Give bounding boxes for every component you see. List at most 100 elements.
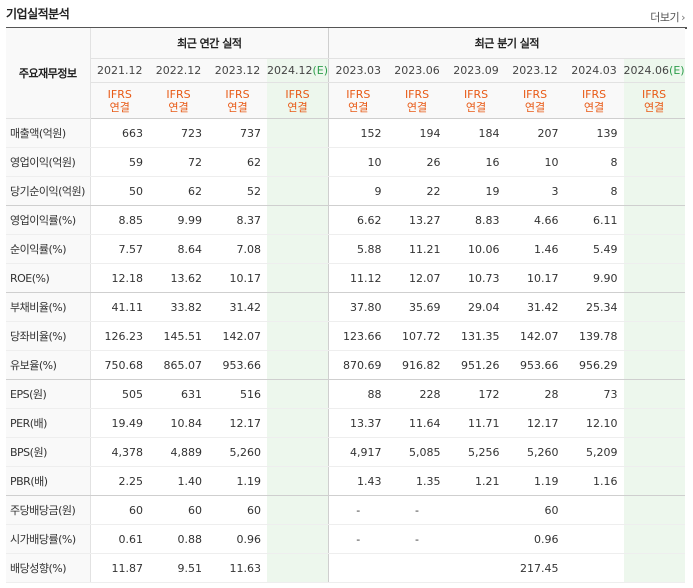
- value-cell: 737: [208, 118, 267, 148]
- value-cell: 60: [208, 495, 267, 525]
- period-label: 2023.03: [335, 64, 382, 77]
- value-cell: 37.80: [328, 292, 388, 322]
- value-cell: 123.66: [328, 321, 388, 351]
- value-cell: 29.04: [446, 292, 506, 322]
- value-cell: 172: [446, 379, 506, 409]
- value-cell: [623, 118, 685, 148]
- value-cell: 750.68: [90, 350, 149, 380]
- value-cell: 8: [564, 176, 624, 206]
- value-cell: 12.07: [387, 263, 447, 293]
- value-cell: 13.37: [328, 408, 388, 438]
- row-label: 부채비율(%): [6, 292, 91, 322]
- value-cell: -: [328, 495, 388, 525]
- value-cell: [623, 234, 685, 264]
- value-cell: 62: [149, 176, 208, 206]
- period-label: 2021.12: [97, 64, 143, 77]
- period-header: 2024.03: [564, 58, 624, 83]
- value-cell: 62: [208, 147, 267, 177]
- value-cell: 953.66: [208, 350, 267, 380]
- value-cell: [267, 408, 330, 438]
- value-cell: 1.35: [387, 466, 447, 496]
- row-label: 배당성향(%): [6, 553, 91, 583]
- value-cell: 10: [328, 147, 388, 177]
- period-label: 2023.06: [394, 64, 440, 77]
- value-cell: [446, 495, 506, 525]
- value-cell: 0.61: [90, 524, 149, 554]
- value-cell: [623, 292, 685, 322]
- value-cell: 72: [149, 147, 208, 177]
- period-header: 2024.06(E): [623, 58, 685, 83]
- accounting-basis: IFRS 연결: [446, 82, 506, 119]
- value-cell: 0.96: [505, 524, 565, 554]
- basis-scope: 연결: [348, 100, 369, 114]
- row-label: BPS(원): [6, 437, 91, 467]
- value-cell: 10: [505, 147, 565, 177]
- value-cell: 8.85: [90, 205, 149, 235]
- row-label: 당좌비율(%): [6, 321, 91, 351]
- label-column-header: 주요재무정보: [6, 28, 91, 119]
- value-cell: [267, 147, 330, 177]
- table-row: 배당성향(%) 11.87 9.51 11.63 217.45: [6, 553, 685, 583]
- table-row: BPS(원) 4,378 4,889 5,260 4,917 5,085 5,256 5,26…: [6, 437, 685, 467]
- table-row: 매출액(억원) 663 723 737 152 194 184 207 139: [6, 118, 685, 148]
- row-label: 영업이익률(%): [6, 205, 91, 235]
- value-cell: 870.69: [328, 350, 388, 380]
- value-cell: 59: [90, 147, 149, 177]
- basis-standard: IFRS: [641, 87, 667, 101]
- value-cell: [623, 466, 685, 496]
- row-label: 당기순이익(억원): [6, 176, 91, 206]
- value-cell: [328, 553, 388, 583]
- basis-standard: IFRS: [346, 87, 371, 101]
- value-cell: 145.51: [149, 321, 208, 351]
- basis-scope: 연결: [227, 100, 248, 114]
- row-label: PER(배): [6, 408, 91, 438]
- value-cell: 11.64: [387, 408, 447, 438]
- basis-standard: IFRS: [225, 87, 250, 101]
- more-link[interactable]: 더보기 ›: [650, 9, 685, 25]
- period-header: 2023.03: [328, 58, 388, 83]
- period-header: 2024.12(E): [267, 58, 330, 83]
- estimate-mark: (E): [312, 64, 329, 77]
- period-header: 2021.12: [90, 58, 149, 83]
- basis-standard: IFRS: [581, 87, 607, 101]
- table-row: 영업이익률(%) 8.85 9.99 8.37 6.62 13.27 8.83 4.66 6.1…: [6, 205, 685, 235]
- value-cell: 139: [564, 118, 624, 148]
- value-cell: 13.27: [387, 205, 447, 235]
- value-cell: [623, 495, 685, 525]
- accounting-basis: IFRS 연결: [267, 82, 330, 119]
- accounting-basis: IFRS 연결: [623, 82, 685, 119]
- value-cell: [267, 321, 330, 351]
- period-label: 2023.09: [453, 64, 499, 77]
- value-cell: [267, 205, 330, 235]
- table-row: PBR(배) 2.25 1.40 1.19 1.43 1.35 1.21 1.19 1.16: [6, 466, 685, 496]
- value-cell: 8.83: [446, 205, 506, 235]
- accounting-basis: IFRS 연결: [387, 82, 447, 119]
- value-cell: 19: [446, 176, 506, 206]
- value-cell: 11.71: [446, 408, 506, 438]
- value-cell: 1.43: [328, 466, 388, 496]
- accounting-basis: IFRS 연결: [90, 82, 149, 119]
- value-cell: 6.11: [564, 205, 624, 235]
- value-cell: 5.88: [328, 234, 388, 264]
- basis-standard: IFRS: [107, 87, 132, 101]
- value-cell: 139.78: [564, 321, 624, 351]
- period-label: 2024.03: [571, 64, 617, 77]
- value-cell: [267, 234, 330, 264]
- value-cell: 5,085: [387, 437, 447, 467]
- table-row: 유보율(%) 750.68 865.07 953.66 870.69 916.82 951.…: [6, 350, 685, 380]
- value-cell: 865.07: [149, 350, 208, 380]
- value-cell: 194: [387, 118, 447, 148]
- value-cell: 5.49: [564, 234, 624, 264]
- value-cell: 12.17: [505, 408, 565, 438]
- value-cell: 1.21: [446, 466, 506, 496]
- basis-scope: 연결: [583, 100, 605, 114]
- value-cell: [623, 524, 685, 554]
- value-cell: [564, 495, 624, 525]
- value-cell: 3: [505, 176, 565, 206]
- value-cell: 723: [149, 118, 208, 148]
- basis-scope: 연결: [643, 100, 665, 114]
- value-cell: 5,260: [208, 437, 267, 467]
- row-label: 순이익률(%): [6, 234, 91, 264]
- value-cell: 5,209: [564, 437, 624, 467]
- basis-scope: 연결: [524, 100, 546, 114]
